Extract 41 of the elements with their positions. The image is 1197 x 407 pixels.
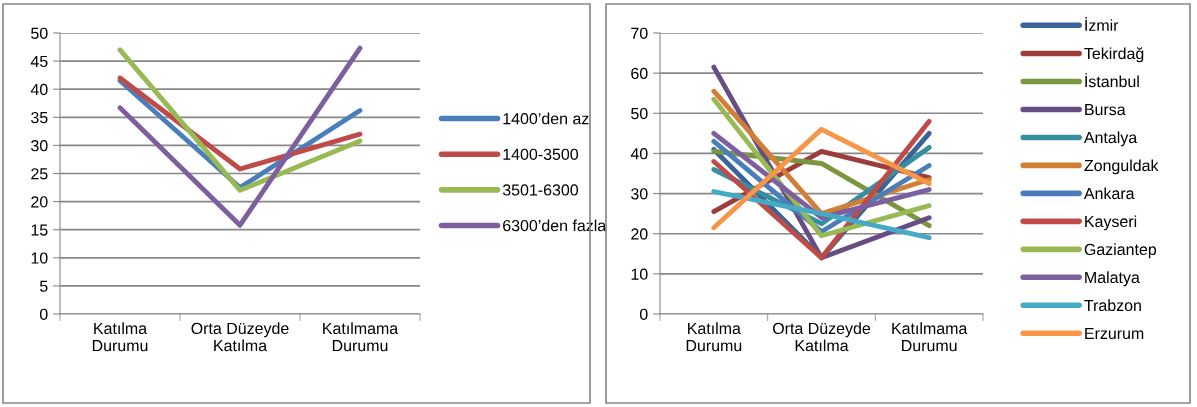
y-tick-label: 40 (630, 148, 648, 160)
legend-label: 6300’den fazla (503, 219, 607, 232)
legend-label: İzmir (1085, 17, 1119, 31)
y-tick-label: 40 (30, 83, 48, 96)
x-tick-label: Orta Düzeyde Katılma (191, 322, 289, 352)
legend-label: Erzurum (1085, 327, 1144, 340)
legend-label: 3501-6300 (502, 184, 579, 196)
y-tick-label: 10 (31, 252, 48, 264)
y-tick-label: 20 (31, 196, 48, 208)
y-tick-label: 5 (39, 280, 48, 292)
legend-label: Gaziantep (1084, 243, 1157, 259)
y-tick-label: 35 (31, 111, 48, 124)
legend-label: Ankara (1083, 187, 1135, 200)
legend-label: Zonguldak (1084, 159, 1159, 175)
x-tick-label: Katılma Durumu (92, 322, 148, 352)
y-tick-label: 10 (631, 268, 648, 280)
y-tick-label: 45 (30, 55, 48, 68)
y-tick-label: 20 (631, 228, 648, 240)
y-tick-label: 70 (631, 27, 648, 39)
y-tick-label: 60 (631, 67, 648, 80)
x-tick-label: Katılmama Durumu (892, 322, 968, 352)
x-tick-label: Orta Düzeyde Katılma (772, 322, 871, 352)
legend-label: Malatya (1085, 271, 1140, 287)
y-tick-label: 30 (631, 188, 648, 200)
legend-label: Trabzon (1084, 299, 1141, 312)
y-tick-label: 50 (31, 27, 48, 39)
y-tick-label: 25 (31, 168, 48, 180)
y-tick-label: 0 (39, 308, 48, 320)
legend-label: Antalya (1083, 131, 1138, 147)
y-tick-label: 15 (31, 224, 48, 236)
legend-label: Bursa (1085, 104, 1126, 116)
legend-label: 1400-3500 (503, 148, 579, 160)
legend-label: Tekirdağ (1084, 47, 1144, 63)
legend-label: 1400’den az (503, 112, 589, 125)
legend-label: İstanbul (1085, 73, 1139, 88)
x-tick-label: Katılma Durumu (686, 322, 742, 352)
y-tick-label: 30 (31, 140, 48, 152)
x-tick-label: Katılmama Durumu (323, 322, 399, 352)
legend-label: Kayseri (1085, 215, 1137, 231)
y-tick-label: 50 (631, 107, 648, 120)
y-tick-label: 0 (639, 308, 648, 320)
